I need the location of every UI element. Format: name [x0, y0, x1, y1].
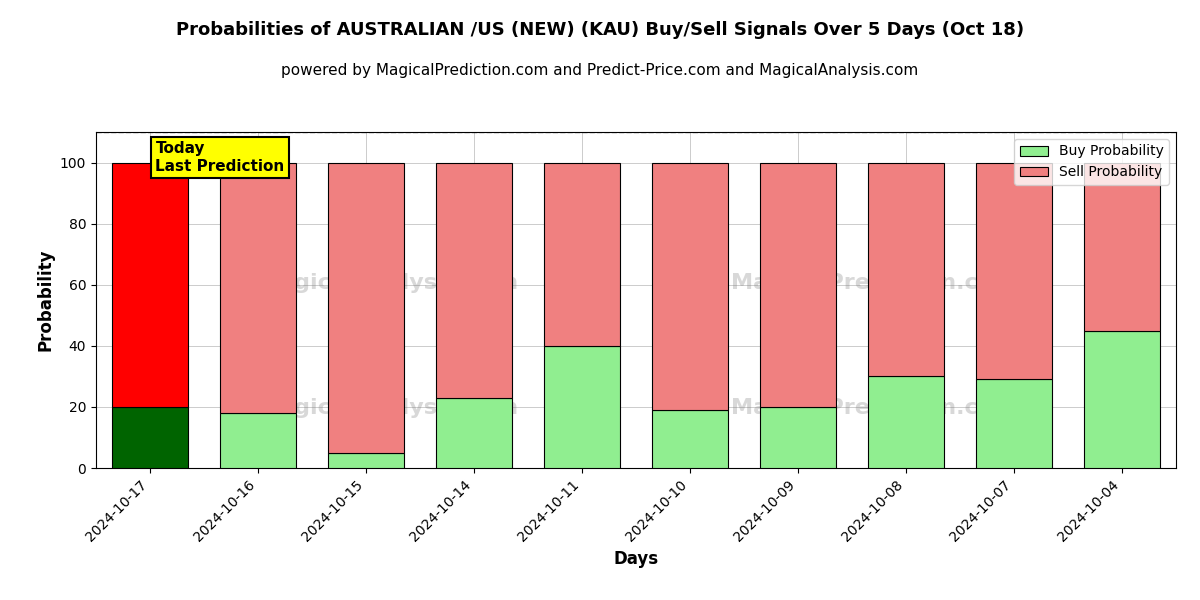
Text: Today
Last Prediction: Today Last Prediction — [156, 141, 284, 173]
Text: MagicalAnalysis.com: MagicalAnalysis.com — [257, 398, 518, 418]
Bar — [977, 163, 1051, 379]
Bar — [653, 410, 728, 468]
Text: MagicalAnalysis.com: MagicalAnalysis.com — [257, 273, 518, 293]
Text: Probabilities of AUSTRALIAN /US (NEW) (KAU) Buy/Sell Signals Over 5 Days (Oct 18: Probabilities of AUSTRALIAN /US (NEW) (K… — [176, 21, 1024, 39]
Y-axis label: Probability: Probability — [36, 249, 54, 351]
Bar — [869, 376, 944, 468]
Bar — [329, 453, 403, 468]
Bar — [977, 379, 1051, 468]
Text: powered by MagicalPrediction.com and Predict-Price.com and MagicalAnalysis.com: powered by MagicalPrediction.com and Pre… — [281, 63, 919, 78]
Bar — [869, 163, 944, 376]
X-axis label: Days: Days — [613, 550, 659, 568]
Bar — [221, 163, 296, 413]
Bar — [113, 407, 188, 468]
Bar — [545, 346, 619, 468]
Bar — [437, 398, 512, 468]
Legend: Buy Probability, Sell Probability: Buy Probability, Sell Probability — [1014, 139, 1169, 185]
Text: MagicalPrediction.com: MagicalPrediction.com — [731, 273, 1016, 293]
Bar — [437, 163, 512, 398]
Bar — [761, 407, 836, 468]
Bar — [113, 163, 188, 407]
Bar — [221, 413, 296, 468]
Bar — [545, 163, 619, 346]
Text: MagicalPrediction.com: MagicalPrediction.com — [731, 398, 1016, 418]
Bar — [761, 163, 836, 407]
Bar — [653, 163, 728, 410]
Bar — [1085, 331, 1159, 468]
Bar — [1085, 163, 1159, 331]
Bar — [329, 163, 403, 453]
